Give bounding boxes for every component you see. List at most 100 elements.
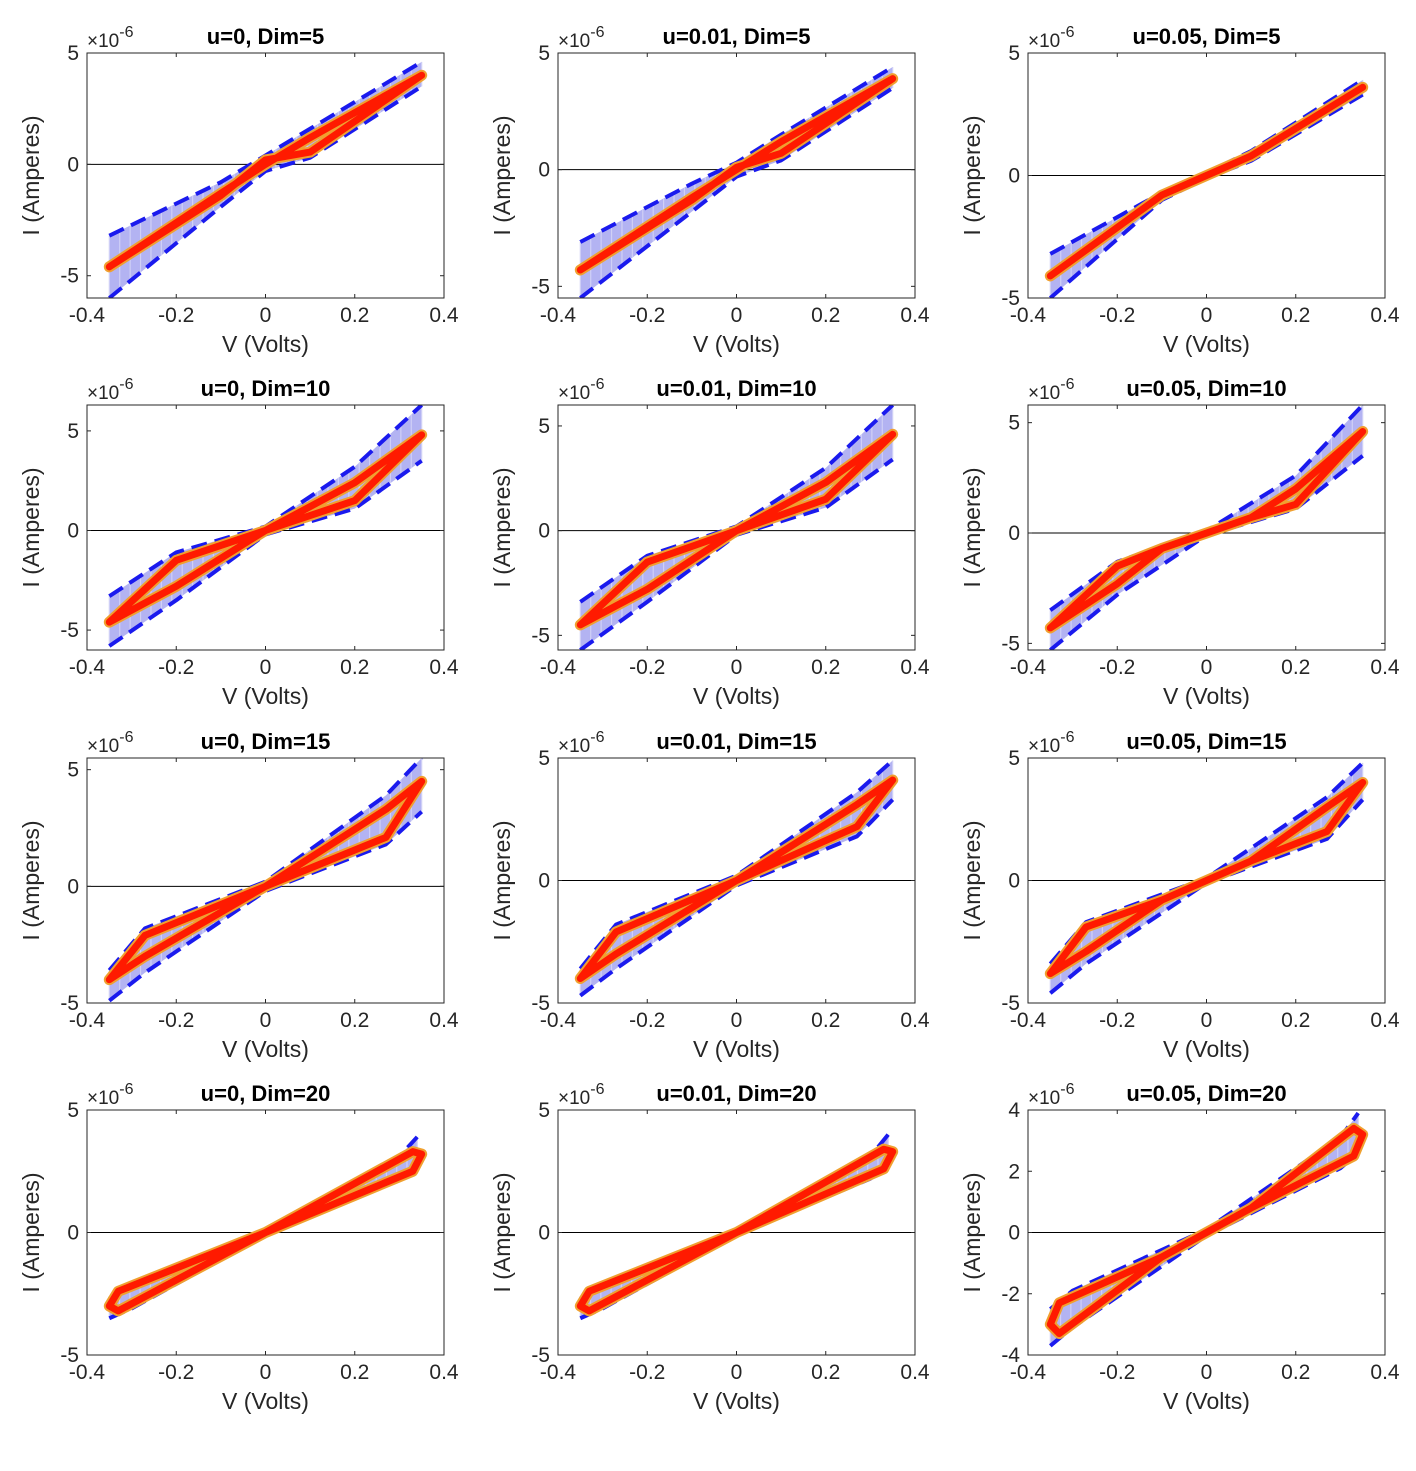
subplot-6: -0.4 -0.2 0 0.2 0.4 -5 0 5 ×10-6 u=0.05, Dim=10 V … [959, 376, 1400, 709]
plot-area [558, 758, 915, 998]
chart-title: u=0.01, Dim=10 [656, 376, 816, 401]
plot-area [558, 1133, 915, 1321]
y-tick-label: -5 [1001, 632, 1020, 655]
y-exponent-label: ×10-6 [558, 729, 605, 757]
x-tick-label: 0.4 [429, 1009, 459, 1032]
upper_bound-line [108, 60, 423, 238]
lower_bound-line [579, 798, 895, 998]
y-axis-label: I (Amperes) [489, 820, 515, 940]
y-tick-label: -5 [60, 265, 79, 288]
x-tick-label: 0.2 [811, 1361, 840, 1384]
mean-line [1046, 1124, 1367, 1338]
lower_bound-line [108, 459, 423, 648]
mean-line [105, 1148, 426, 1315]
y-tick-label: 0 [1008, 165, 1020, 188]
x-axis-label: V (Volts) [1163, 1388, 1250, 1414]
plot-area [87, 758, 444, 1003]
x-axis-label: V (Volts) [222, 1388, 309, 1414]
y-exponent-base: ×10 [558, 1088, 590, 1109]
chart-title: u=0.05, Dim=15 [1126, 729, 1286, 754]
x-tick-label: 0 [731, 304, 743, 327]
subplot-11: -0.4 -0.2 0 0.2 0.4 -5 0 5 ×10-6 u=0.01, Dim=20 V … [489, 1081, 930, 1414]
y-exponent-label: ×10-6 [87, 24, 134, 52]
y-tick-label: 0 [67, 153, 79, 176]
chart-title: u=0.05, Dim=10 [1126, 376, 1286, 401]
y-exponent-power: -6 [590, 376, 604, 393]
x-tick-label: 0.4 [1370, 1009, 1400, 1032]
y-exponent-power: -6 [119, 729, 133, 746]
y-exponent-label: ×10-6 [558, 376, 605, 404]
x-tick-label: 0.4 [900, 304, 930, 327]
x-tick-label: 0.4 [429, 656, 459, 679]
y-axis-label: I (Amperes) [959, 820, 985, 940]
y-tick-label: 5 [1008, 42, 1020, 65]
y-exponent-label: ×10-6 [558, 1081, 605, 1109]
y-exponent-power: -6 [590, 1081, 604, 1098]
x-tick-label: -0.2 [629, 656, 665, 679]
y-exponent-base: ×10 [87, 31, 119, 52]
x-tick-label: -0.2 [158, 1009, 194, 1032]
upper_bound-line [108, 405, 424, 598]
x-tick-label: 0.4 [1370, 304, 1400, 327]
x-axis-label: V (Volts) [222, 331, 309, 357]
plot-area [87, 60, 444, 298]
x-tick-label: -0.2 [1099, 656, 1135, 679]
y-exponent-label: ×10-6 [1028, 24, 1075, 52]
y-tick-label: 4 [1008, 1099, 1020, 1122]
y-exponent-base: ×10 [87, 383, 119, 404]
chart-title: u=0.01, Dim=20 [656, 1081, 816, 1106]
y-tick-label: -2 [1001, 1283, 1020, 1306]
y-tick-label: 5 [538, 747, 550, 770]
subplot-3: -0.4 -0.2 0 0.2 0.4 -5 0 5 ×10-6 u=0.05, Dim=5 V (… [959, 24, 1400, 357]
x-tick-label: 0.4 [429, 304, 459, 327]
x-tick-label: 0 [1201, 656, 1213, 679]
x-tick-label: 0.4 [429, 1361, 459, 1384]
upper_bound-line [579, 65, 894, 244]
x-tick-label: -0.2 [629, 304, 665, 327]
x-tick-label: -0.2 [1099, 1009, 1135, 1032]
y-tick-label: -5 [60, 1344, 79, 1367]
x-axis-label: V (Volts) [1163, 331, 1250, 357]
y-exponent-base: ×10 [87, 1088, 119, 1109]
y-axis-label: I (Amperes) [489, 467, 515, 587]
x-tick-label: -0.4 [540, 1009, 577, 1032]
y-tick-label: -5 [531, 1344, 550, 1367]
x-tick-label: 0.2 [340, 656, 369, 679]
x-axis-label: V (Volts) [222, 1036, 309, 1062]
lower_bound-line [108, 84, 423, 298]
y-exponent-power: -6 [1060, 24, 1074, 41]
y-exponent-base: ×10 [1028, 1088, 1060, 1109]
chart-title: u=0.01, Dim=5 [663, 24, 811, 49]
y-exponent-power: -6 [119, 24, 133, 41]
y-tick-label: -5 [1001, 992, 1020, 1015]
y-tick-label: 5 [67, 1099, 79, 1122]
x-tick-label: -0.4 [69, 1361, 106, 1384]
y-axis-label: I (Amperes) [959, 115, 985, 235]
chart-title: u=0, Dim=15 [201, 729, 331, 754]
y-tick-label: 0 [67, 1222, 79, 1245]
x-tick-label: 0.2 [811, 656, 840, 679]
y-exponent-power: -6 [590, 729, 604, 746]
y-tick-label: -5 [531, 624, 550, 647]
lower_bound-line [1049, 798, 1365, 995]
plot-area [558, 65, 915, 298]
x-axis-label: V (Volts) [693, 1388, 780, 1414]
y-exponent-power: -6 [1060, 376, 1074, 393]
y-tick-label: 0 [538, 870, 550, 893]
y-axis-label: I (Amperes) [489, 115, 515, 235]
y-tick-label: -4 [1001, 1344, 1020, 1367]
y-tick-label: 5 [538, 415, 550, 438]
subplot-1: -0.4 -0.2 0 0.2 0.4 -5 0 5 ×10-6 u=0, Dim=5 V (Vol… [18, 24, 459, 357]
x-tick-label: -0.2 [1099, 304, 1135, 327]
x-axis-label: V (Volts) [1163, 1036, 1250, 1062]
y-axis-label: I (Amperes) [959, 1172, 985, 1292]
x-tick-label: -0.4 [540, 656, 577, 679]
subplot-8: -0.4 -0.2 0 0.2 0.4 -5 0 5 ×10-6 u=0.01, Dim=15 V … [489, 729, 930, 1062]
y-axis-label: I (Amperes) [489, 1172, 515, 1292]
y-exponent-label: ×10-6 [1028, 376, 1075, 404]
y-tick-label: 0 [1008, 1222, 1020, 1245]
x-tick-label: 0.4 [900, 1009, 930, 1032]
x-tick-label: 0.2 [340, 304, 369, 327]
x-tick-label: 0 [260, 304, 272, 327]
